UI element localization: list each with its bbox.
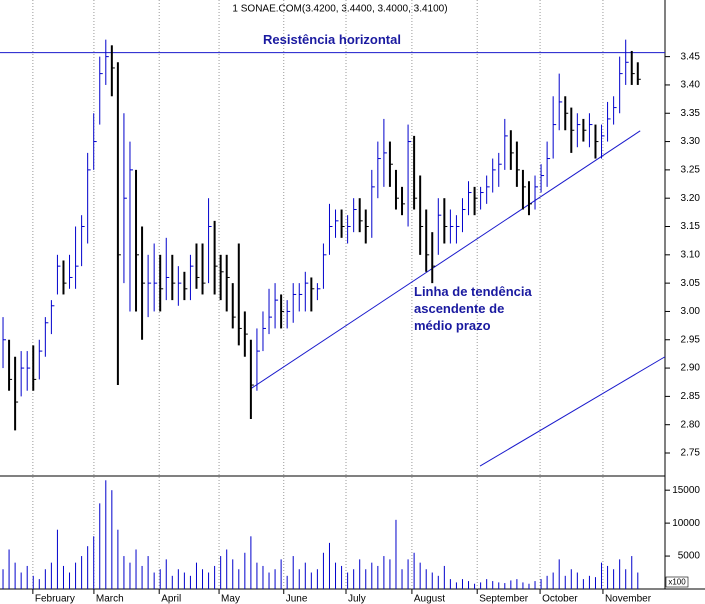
- drawn-line: [250, 130, 641, 390]
- x-tick-label: September: [479, 594, 529, 604]
- annotation: médio prazo: [414, 318, 491, 333]
- y-tick-label: 3.25: [681, 165, 701, 176]
- drawn-line: [479, 356, 666, 467]
- x-tick-label: August: [414, 594, 445, 604]
- x-tick-label: March: [96, 594, 124, 604]
- y-tick-label: 3.40: [681, 80, 701, 91]
- x-tick-label: May: [221, 594, 240, 604]
- y-tick-label: 2.95: [681, 334, 701, 345]
- volume-tick-label: 5000: [678, 551, 701, 562]
- y-tick-label: 2.80: [681, 419, 701, 430]
- x-tick-label: November: [605, 594, 652, 604]
- volume-unit: x100: [668, 578, 686, 587]
- annotation: ascendente de: [414, 301, 504, 316]
- y-tick-label: 2.85: [681, 391, 701, 402]
- volume-tick-label: 10000: [672, 518, 700, 529]
- y-tick-label: 3.00: [681, 306, 701, 317]
- annotation: Linha de tendência: [414, 284, 533, 299]
- y-tick-label: 3.15: [681, 221, 701, 232]
- chart-title: 1 SONAE.COM(3.4200, 3.4400, 3.4000, 3.41…: [232, 4, 447, 15]
- y-tick-label: 3.45: [681, 51, 701, 62]
- x-tick-label: July: [348, 594, 366, 604]
- y-tick-label: 3.20: [681, 193, 701, 204]
- y-tick-label: 2.75: [681, 448, 701, 459]
- y-tick-label: 3.05: [681, 278, 701, 289]
- x-tick-label: October: [542, 594, 578, 604]
- y-tick-label: 3.10: [681, 249, 701, 260]
- y-tick-label: 3.35: [681, 108, 701, 119]
- y-tick-label: 2.90: [681, 363, 701, 374]
- volume-tick-label: 15000: [672, 485, 700, 496]
- annotation: Resistência horizontal: [263, 32, 401, 47]
- x-tick-label: June: [286, 594, 308, 604]
- y-tick-label: 3.30: [681, 136, 701, 147]
- unit-box: [665, 576, 689, 588]
- x-tick-label: April: [161, 594, 181, 604]
- x-tick-label: February: [35, 594, 75, 604]
